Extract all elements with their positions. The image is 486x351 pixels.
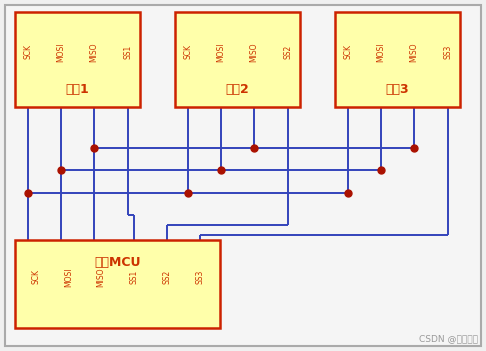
Text: SS3: SS3: [443, 45, 452, 59]
Bar: [15, 240, 220, 328]
Text: MISO: MISO: [250, 42, 259, 62]
Text: SS3: SS3: [195, 270, 204, 284]
Text: MOSI: MOSI: [376, 42, 385, 62]
Text: 从机2: 从机2: [226, 84, 249, 97]
Text: MISO: MISO: [89, 42, 99, 62]
Text: MOSI: MOSI: [64, 267, 73, 287]
Text: MISO: MISO: [410, 42, 418, 62]
Text: 主机MCU: 主机MCU: [94, 256, 141, 269]
Text: 从机1: 从机1: [66, 84, 89, 97]
Text: SS1: SS1: [123, 45, 132, 59]
Text: 从机3: 从机3: [386, 84, 409, 97]
Text: MOSI: MOSI: [56, 42, 65, 62]
Bar: [335, 12, 460, 107]
Text: SS2: SS2: [283, 45, 292, 59]
Text: MISO: MISO: [97, 267, 105, 287]
Bar: [15, 12, 140, 107]
Text: SS2: SS2: [162, 270, 171, 284]
Text: SCK: SCK: [183, 44, 192, 59]
Text: SCK: SCK: [23, 44, 32, 59]
Text: SCK: SCK: [31, 270, 40, 284]
Text: SS1: SS1: [129, 270, 139, 284]
Text: MOSI: MOSI: [216, 42, 226, 62]
Text: CSDN @涛涛呐～: CSDN @涛涛呐～: [419, 334, 478, 343]
Text: SCK: SCK: [343, 44, 352, 59]
Bar: [175, 12, 300, 107]
